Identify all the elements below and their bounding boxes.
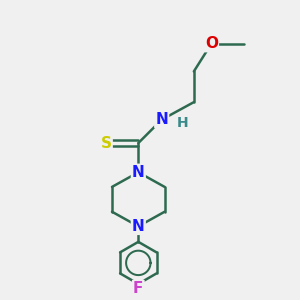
Text: H: H xyxy=(177,116,188,130)
Text: S: S xyxy=(101,136,112,151)
Text: N: N xyxy=(132,165,145,180)
Text: F: F xyxy=(133,281,143,296)
Text: N: N xyxy=(155,112,168,127)
Text: O: O xyxy=(205,36,218,51)
Text: N: N xyxy=(132,219,145,234)
